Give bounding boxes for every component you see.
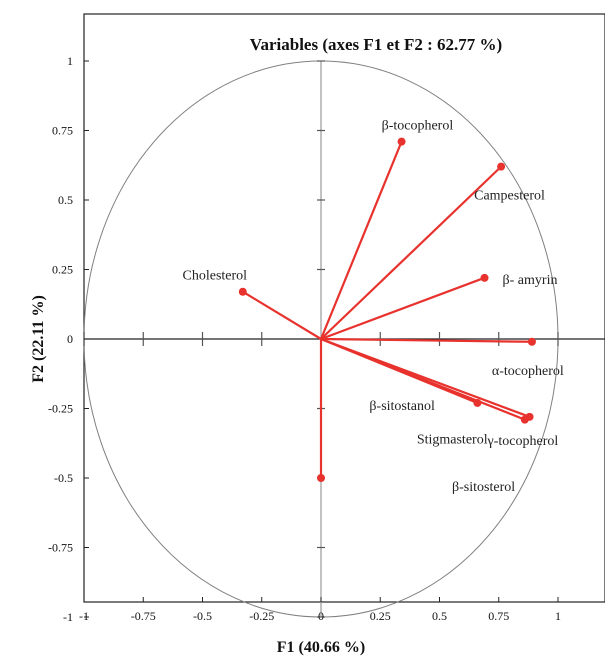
y-tick-label: 0.25: [52, 263, 73, 277]
variable-label: Stigmasterol: [417, 433, 488, 448]
x-tick-label: -0.75: [131, 609, 156, 623]
variable-point: [397, 137, 406, 146]
x-tick-label: -0.25: [249, 609, 274, 623]
variable-label: β-sitosterol: [452, 480, 515, 495]
y-tick-label: 0: [67, 332, 73, 346]
x-tick-label: 0: [318, 609, 324, 623]
variable-label: β-tocopherol: [382, 119, 454, 134]
x-tick-label: 0.25: [370, 609, 391, 623]
chart-title: Variables (axes F1 et F2 : 62.77 %): [250, 35, 502, 54]
variable-vector: [319, 337, 526, 421]
variable-point: [317, 474, 325, 482]
y-tick-label: -0.75: [48, 541, 73, 555]
y-tick-label: -0.5: [54, 471, 73, 485]
variable-point: [520, 415, 529, 424]
variable-vector: [319, 276, 486, 341]
variable-label: Campesterol: [474, 189, 545, 204]
variable-vector: [241, 290, 323, 341]
variable-label: β- amyrin: [503, 273, 558, 288]
variable-vectors: [238, 137, 536, 482]
x-tick-labels: -1 -0.75 -0.5 -0.25 0 0.25 0.5 0.75 1: [79, 609, 561, 623]
variable-label: γ-tocopherol: [487, 434, 559, 449]
variable-point: [238, 287, 247, 296]
variable-label: Cholesterol: [183, 269, 248, 284]
y-tick-label: -1: [63, 610, 73, 624]
variable-point: [497, 162, 506, 171]
x-tick-label: 1: [555, 609, 561, 623]
x-axis-title: F1 (40.66 %): [277, 639, 365, 656]
x-tick-label: 0.75: [488, 609, 509, 623]
x-tick-label: 0.5: [432, 609, 447, 623]
y-tick-labels: 1 0.75 0.5 0.25 0 -0.25 -0.5 -0.75 -1: [48, 54, 73, 624]
variable-label: β-sitostanol: [369, 399, 435, 414]
x-tick-label: -0.5: [193, 609, 212, 623]
y-axis-title: F2 (22.11 %): [30, 295, 47, 383]
variable-vector: [319, 140, 403, 341]
y-tick-label: 1: [67, 54, 73, 68]
y-tick-label: -0.25: [48, 402, 73, 416]
variable-vector: [319, 165, 503, 341]
variable-labels: β-tocopherol Campesterol Cholesterol β- amy…: [183, 119, 564, 495]
axis-ticks: [83, 60, 559, 618]
variable-label: α-tocopherol: [492, 364, 564, 379]
y-tick-label: 0.5: [58, 193, 73, 207]
variable-vector: [319, 337, 534, 343]
y-tick-label: 0.75: [52, 124, 73, 138]
plot-frame: [83, 13, 605, 603]
x-tick-label: -1: [79, 609, 89, 623]
variable-point: [480, 273, 489, 282]
variable-point: [527, 337, 536, 346]
